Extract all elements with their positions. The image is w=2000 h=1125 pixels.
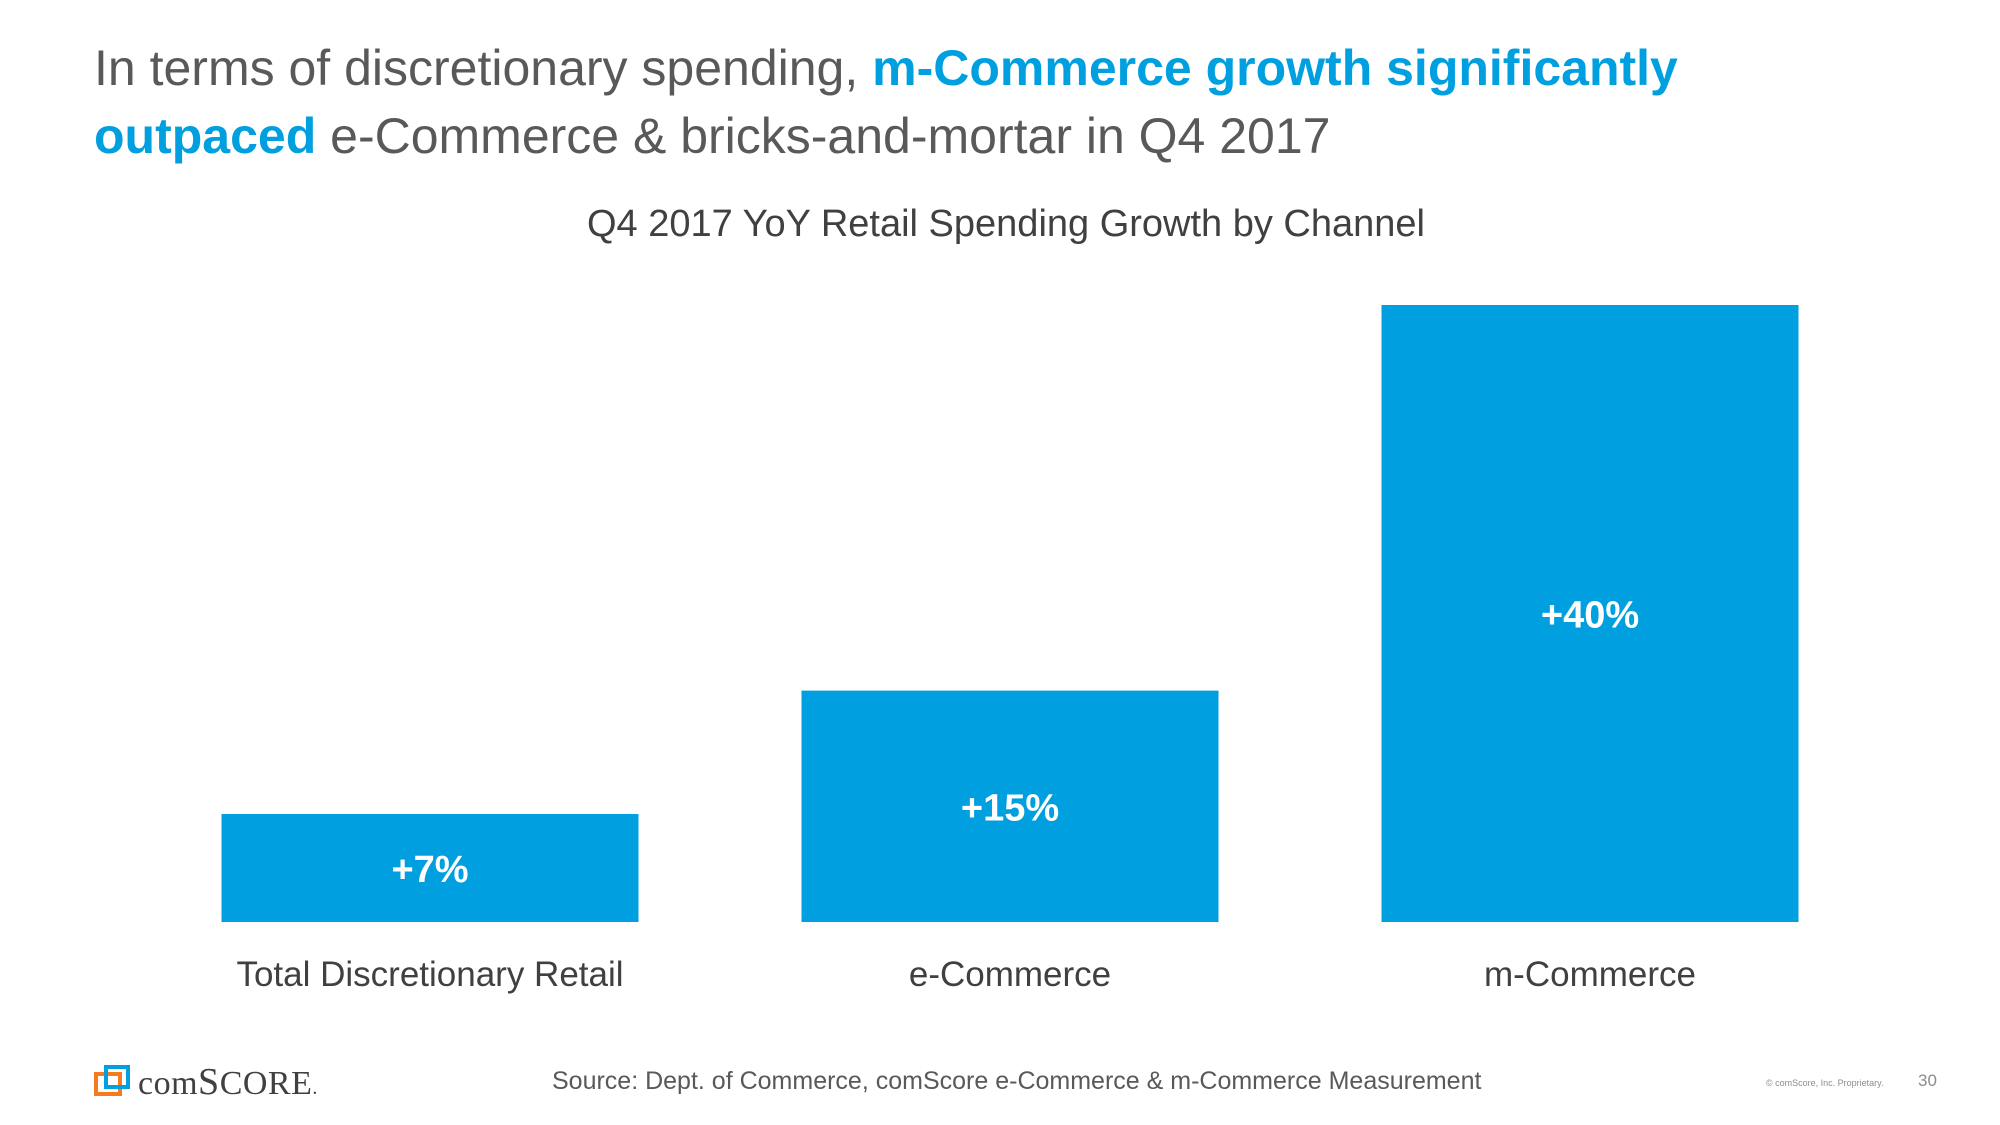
comscore-logo-icon: [94, 1065, 130, 1096]
category-label: Total Discretionary Retail: [236, 955, 623, 994]
bar-value-label: +15%: [961, 787, 1059, 829]
comscore-logo: comSCORE.: [94, 1061, 318, 1103]
headline-highlight-2: outpaced: [94, 108, 317, 164]
comscore-logo-text: comSCORE.: [138, 1061, 318, 1103]
bar-total-discretionary-retail: [221, 814, 639, 922]
chart-title: Q4 2017 YoY Retail Spending Growth by Ch…: [586, 203, 1425, 245]
headline-text-1: In terms of discretionary spending,: [94, 40, 873, 96]
page-number: 30: [1918, 1071, 1937, 1090]
bar-value-label: +7%: [391, 849, 468, 891]
category-label: e-Commerce: [909, 955, 1111, 994]
bar-e-commerce: [801, 690, 1219, 922]
category-label: m-Commerce: [1484, 955, 1696, 994]
source-note: Source: Dept. of Commerce, comScore e-Co…: [552, 1067, 1482, 1095]
bar-value-label: +40%: [1541, 595, 1639, 637]
headline-highlight-1: m-Commerce growth significantly: [872, 40, 1678, 96]
bar-m-commerce: [1381, 305, 1799, 922]
headline-text-2: e-Commerce & bricks-and-mortar in Q4 201…: [316, 108, 1331, 164]
copyright-notice: © comScore, Inc. Proprietary.: [1766, 1078, 1884, 1088]
slide-headline: In terms of discretionary spending, m-Co…: [94, 34, 1894, 170]
